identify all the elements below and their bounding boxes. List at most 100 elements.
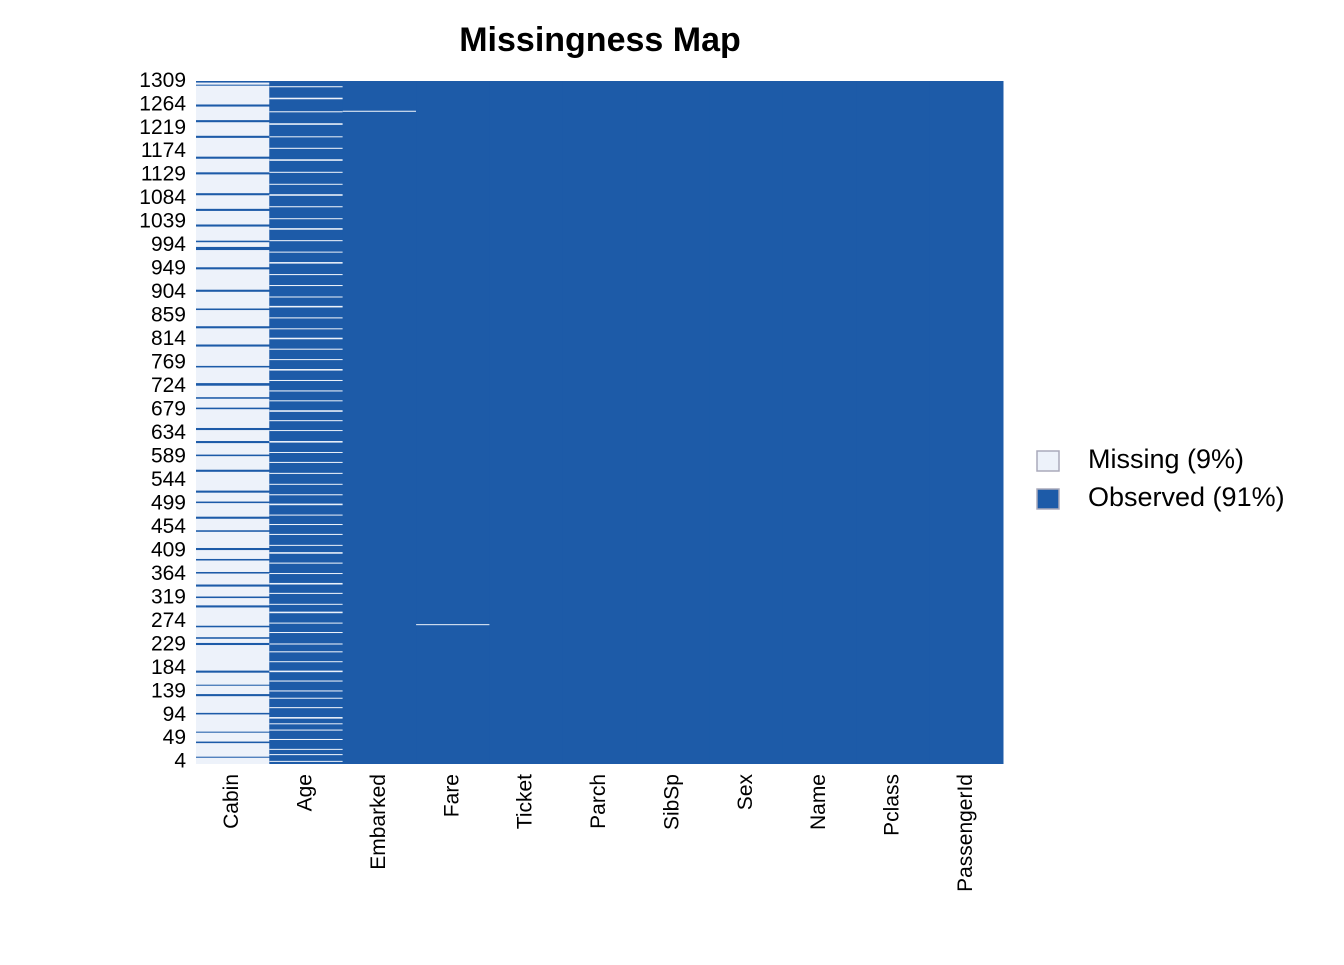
missing-run xyxy=(196,607,270,626)
missing-run xyxy=(196,560,270,572)
missing-run xyxy=(269,359,343,361)
missing-run xyxy=(269,544,343,546)
missing-run xyxy=(196,291,270,309)
observed-column xyxy=(856,81,931,764)
missing-run xyxy=(269,503,343,506)
missing-run xyxy=(269,337,343,340)
y-tick-label: 4 xyxy=(174,750,186,773)
missing-run xyxy=(269,147,343,149)
missing-run xyxy=(269,461,343,463)
missing-run xyxy=(269,707,343,709)
missing-run xyxy=(269,603,343,605)
missing-run xyxy=(269,651,343,653)
missing-run xyxy=(196,106,270,121)
missing-run xyxy=(269,670,343,673)
missing-run xyxy=(196,672,270,685)
observed-column xyxy=(489,81,564,764)
missing-run xyxy=(269,472,343,474)
y-tick-label: 1174 xyxy=(141,139,186,162)
missing-run xyxy=(196,195,270,209)
missing-run xyxy=(269,697,343,699)
y-tick-label: 229 xyxy=(151,632,186,655)
missing-run xyxy=(269,754,343,756)
y-tick-label: 724 xyxy=(151,374,186,397)
missing-run xyxy=(196,443,270,455)
missing-run xyxy=(196,638,270,643)
missing-run xyxy=(196,85,270,105)
y-tick-label: 859 xyxy=(151,304,186,327)
y-tick-label: 544 xyxy=(151,468,186,491)
missing-run xyxy=(269,611,343,614)
missing-run xyxy=(269,285,343,287)
missing-run xyxy=(269,228,343,230)
missing-run xyxy=(196,137,270,157)
missing-run xyxy=(269,441,343,443)
missing-run xyxy=(269,159,343,161)
y-tick-label: 769 xyxy=(151,351,186,374)
missing-run xyxy=(196,456,270,470)
missing-run xyxy=(196,757,270,764)
missing-run xyxy=(269,738,343,740)
missing-run xyxy=(196,550,270,559)
y-tick-label: 1129 xyxy=(141,163,186,186)
missing-run xyxy=(269,136,343,138)
y-tick-label: 994 xyxy=(151,233,186,256)
missing-run xyxy=(416,624,490,626)
missing-run xyxy=(196,385,270,398)
missing-run xyxy=(269,533,343,535)
y-tick-label: 139 xyxy=(151,679,186,702)
observed-column xyxy=(416,81,490,764)
missing-run xyxy=(196,430,270,442)
missing-run xyxy=(269,451,343,453)
x-tick-label: Age xyxy=(294,774,317,811)
legend-swatch xyxy=(1036,488,1060,510)
x-tick-label: Fare xyxy=(440,774,463,817)
y-tick-label: 364 xyxy=(151,562,186,585)
missing-run xyxy=(269,643,343,645)
x-tick-label: PassengerId xyxy=(954,774,977,892)
observed-column xyxy=(342,81,417,764)
x-tick-label: Ticket xyxy=(514,774,537,829)
y-tick-label: 679 xyxy=(151,398,186,421)
y-tick-label: 319 xyxy=(151,585,186,608)
x-tick-label: Name xyxy=(807,774,830,830)
y-tick-label: 409 xyxy=(151,538,186,561)
missing-run xyxy=(196,471,270,491)
x-tick-label: Cabin xyxy=(220,774,243,829)
missing-run xyxy=(196,518,270,531)
x-tick-label: Sex xyxy=(734,774,757,811)
missing-run xyxy=(269,723,343,725)
missing-run xyxy=(269,97,343,100)
missing-run xyxy=(196,685,270,695)
chart-title: Missingness Map xyxy=(459,21,741,59)
missing-run xyxy=(196,743,270,757)
missing-run xyxy=(269,379,343,382)
missing-run xyxy=(269,552,343,554)
missing-run xyxy=(196,250,270,268)
missing-run xyxy=(269,494,343,496)
missing-run xyxy=(269,661,343,663)
y-tick-label: 589 xyxy=(151,444,186,467)
missing-run xyxy=(269,251,343,253)
legend-swatch xyxy=(1036,450,1060,472)
missing-run xyxy=(196,492,270,502)
missing-run xyxy=(269,328,343,330)
missing-run xyxy=(196,158,270,173)
y-tick-label: 499 xyxy=(151,491,186,514)
missing-run xyxy=(269,680,343,682)
missing-run xyxy=(269,420,343,422)
missing-run xyxy=(269,369,343,371)
missing-run xyxy=(269,631,343,634)
missing-run xyxy=(196,82,270,85)
missing-run xyxy=(269,748,343,750)
y-tick-label: 274 xyxy=(151,609,186,632)
missing-run xyxy=(196,242,270,247)
missing-run xyxy=(269,690,343,692)
missing-run xyxy=(269,206,343,208)
missing-run xyxy=(269,562,343,564)
missing-run xyxy=(269,622,343,624)
missing-run xyxy=(269,296,343,298)
missing-run xyxy=(269,410,343,412)
x-tick-label: Pclass xyxy=(881,774,904,836)
